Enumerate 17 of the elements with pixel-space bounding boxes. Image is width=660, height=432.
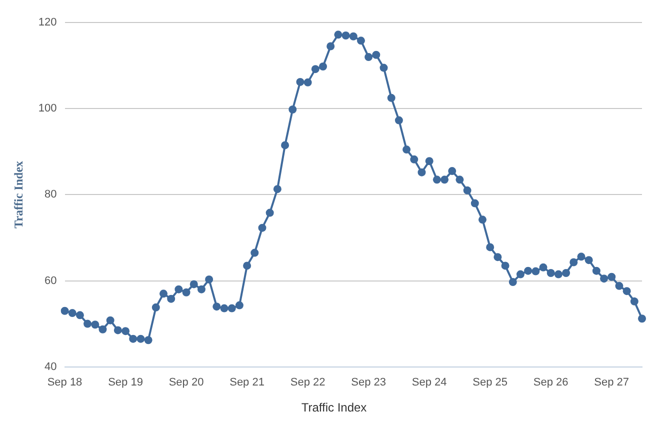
text: Traffic Index (301, 400, 367, 414)
y-tick-label: 40 (44, 360, 57, 373)
x-tick-label: Sep 24 (412, 376, 447, 388)
x-tick-label: Sep 25 (472, 376, 508, 388)
y-tick-label: 60 (44, 274, 57, 287)
x-tick-label: Sep 21 (230, 376, 264, 388)
x-tick-label: Sep 19 (108, 376, 143, 388)
x-tick-label: Sep 18 (47, 376, 82, 388)
y-tick-label: 80 (44, 188, 57, 201)
x-tick-label: Sep 26 (533, 376, 568, 388)
x-tick-label: Sep 22 (290, 376, 326, 388)
x-tick-label: Sep 27 (594, 376, 630, 388)
x-tick-label: Sep 20 (168, 376, 204, 388)
y-tick-label: 100 (38, 102, 57, 115)
x-tick-label: Sep 23 (351, 376, 386, 388)
y-axis-title: Traffic Index (11, 160, 26, 228)
y-tick-label: 120 (38, 16, 57, 29)
